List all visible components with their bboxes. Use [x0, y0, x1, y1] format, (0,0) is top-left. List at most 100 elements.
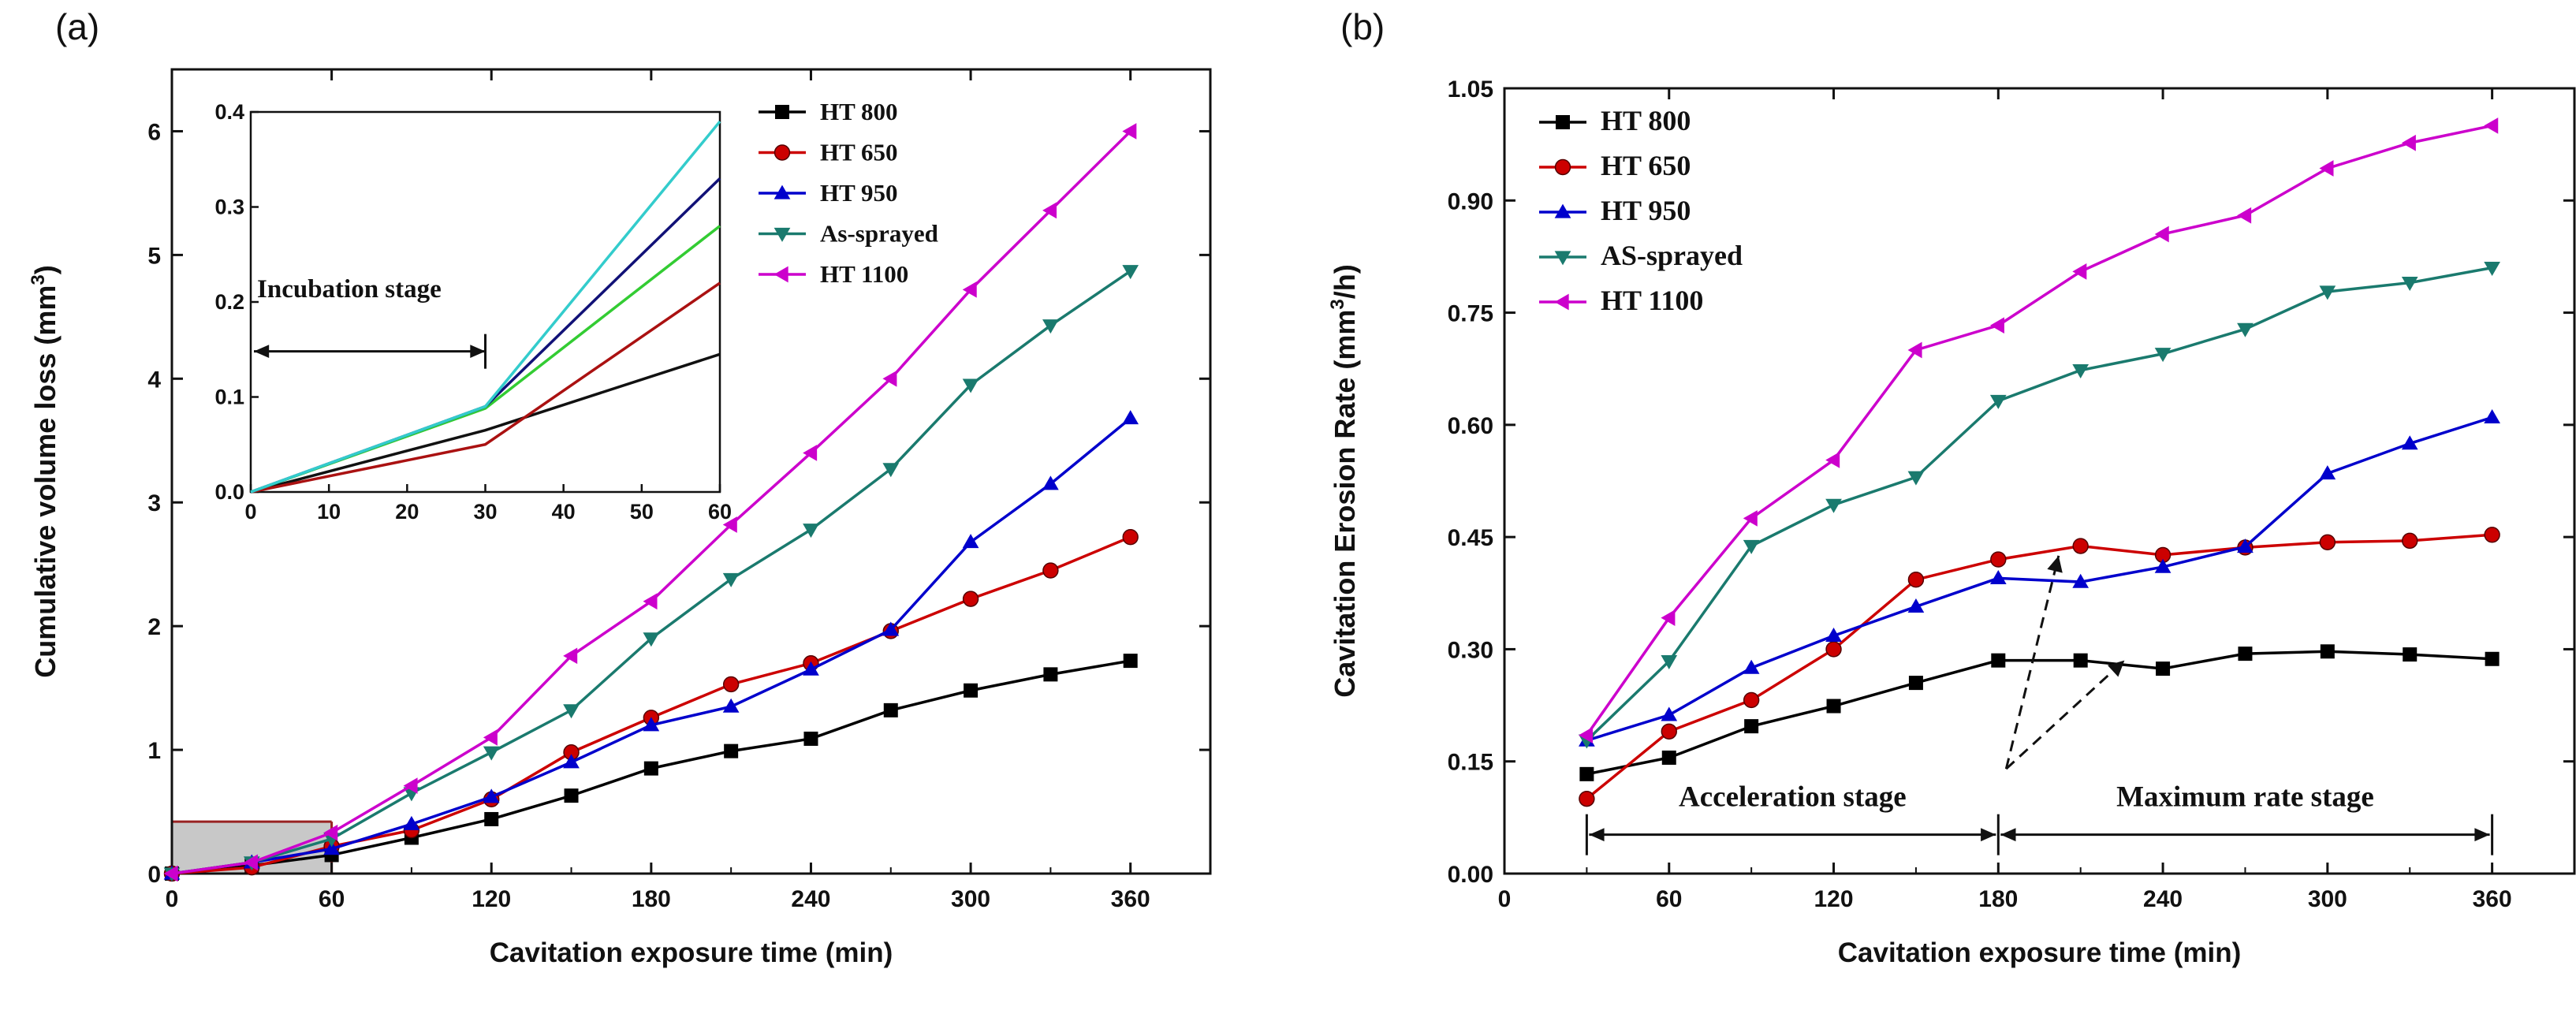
data-point — [2484, 409, 2500, 424]
data-point — [1907, 598, 1925, 613]
x-tick-label: 120 — [1814, 886, 1854, 912]
data-point — [1042, 319, 1059, 334]
inset-y-tick-label: 0.1 — [214, 386, 244, 409]
data-point — [962, 591, 979, 607]
data-point — [722, 572, 740, 587]
data-point — [1989, 394, 2007, 409]
data-point — [1579, 766, 1594, 781]
x-tick-label: 300 — [2308, 886, 2347, 912]
y-tick-label: 1.05 — [1448, 76, 1493, 102]
y-tick-label: 0 — [147, 862, 161, 888]
data-point — [643, 761, 658, 776]
data-point — [483, 746, 500, 761]
data-point — [1661, 706, 1678, 721]
data-point — [484, 811, 499, 826]
data-point — [2319, 534, 2336, 550]
stage-arrow-head — [2000, 828, 2016, 842]
inset-y-tick-label: 0.4 — [214, 100, 244, 124]
legend-entry-2: HT 950 — [820, 179, 897, 207]
data-point — [243, 854, 258, 871]
data-point — [2401, 276, 2418, 291]
legend: HT 800 HT 650 HT 950 AS-sprayed HT 1100 — [1539, 105, 1743, 316]
data-point — [563, 647, 578, 665]
data-point — [163, 865, 178, 882]
y-axis-label-main: Cumulative volume loss (mm — [29, 285, 62, 678]
stage-arrow-head — [1589, 828, 1605, 842]
data-point — [1991, 653, 2006, 668]
inset-x-tick-label: 30 — [473, 500, 497, 524]
data-point — [2319, 160, 2334, 177]
data-point — [1908, 676, 1923, 691]
data-point — [882, 463, 900, 478]
data-point — [1825, 452, 1840, 468]
data-point — [563, 704, 580, 719]
data-point — [1043, 667, 1058, 682]
data-point — [1042, 202, 1057, 219]
data-point — [2072, 363, 2090, 378]
data-point — [1825, 498, 1842, 513]
x-tick-label: 240 — [2143, 886, 2183, 912]
data-point — [2072, 538, 2089, 554]
legend-marker — [775, 105, 789, 119]
data-point — [1907, 341, 1922, 359]
x-tick-label: 180 — [1978, 886, 2018, 912]
data-point — [2154, 348, 2172, 363]
legend-entry-3: AS-sprayed — [1601, 240, 1743, 271]
data-point — [2403, 647, 2418, 662]
inset-y-tick-label: 0.3 — [214, 196, 244, 219]
data-point — [2073, 653, 2088, 668]
panel-letter: (b) — [1340, 6, 1385, 47]
incubation-arrow-head-right — [470, 345, 486, 359]
y-axis-label: Cumulative volume loss (mm3) — [28, 265, 62, 678]
data-point — [1743, 510, 1758, 527]
data-point — [2238, 647, 2253, 661]
data-point — [1122, 410, 1139, 425]
y-axis-label-close: ) — [29, 265, 62, 274]
y-axis-label-main: Cavitation Erosion Rate (mm — [1329, 310, 1361, 698]
data-point — [2072, 573, 2090, 588]
inset-line-1 — [250, 281, 721, 494]
plot-frame — [1503, 87, 2576, 875]
data-point — [882, 621, 900, 636]
inset-line-0 — [250, 352, 721, 494]
incubation-arrow-head-left — [254, 345, 270, 359]
series-line-3 — [1586, 266, 2492, 742]
data-point — [1990, 551, 2007, 568]
stage-arrow-head — [2474, 828, 2490, 842]
panel-letter: (a) — [55, 6, 99, 47]
data-point — [1661, 750, 1676, 765]
y-tick-label: 4 — [147, 367, 161, 393]
y-tick-label: 5 — [147, 243, 161, 269]
data-point — [564, 788, 579, 803]
data-point — [563, 754, 580, 769]
data-point — [1122, 123, 1137, 140]
data-point — [1743, 691, 1760, 709]
dashed-arrow-head — [2107, 660, 2125, 677]
inset-y-tick-label: 0.2 — [214, 290, 244, 314]
data-point — [2485, 651, 2500, 666]
y-axis-label-sup: 3 — [1327, 299, 1348, 309]
legend-marker — [1554, 203, 1571, 218]
incubation-label: Incubation stage — [257, 275, 442, 304]
y-tick-label: 2 — [147, 614, 161, 640]
x-axis-label: Cavitation exposure time (min) — [490, 937, 893, 968]
data-point — [1826, 699, 1841, 714]
y-tick-label: 3 — [147, 490, 161, 516]
data-point — [1579, 790, 1595, 807]
legend-entry-3: As-sprayed — [820, 220, 938, 248]
data-point — [962, 534, 979, 549]
data-point — [2484, 117, 2499, 134]
inset-x-tick-label: 20 — [395, 500, 419, 524]
y-tick-label: 0.75 — [1448, 301, 1493, 327]
data-point — [2319, 285, 2336, 300]
legend-entry-4: HT 1100 — [820, 260, 908, 288]
inset-series — [250, 120, 721, 494]
legend-marker — [774, 227, 791, 242]
data-point — [1661, 609, 1676, 626]
data-point — [483, 729, 498, 746]
y-axis-label-sup: 3 — [28, 274, 49, 285]
data-point — [483, 788, 500, 803]
data-point — [643, 717, 660, 732]
x-tick-label: 0 — [166, 886, 179, 912]
